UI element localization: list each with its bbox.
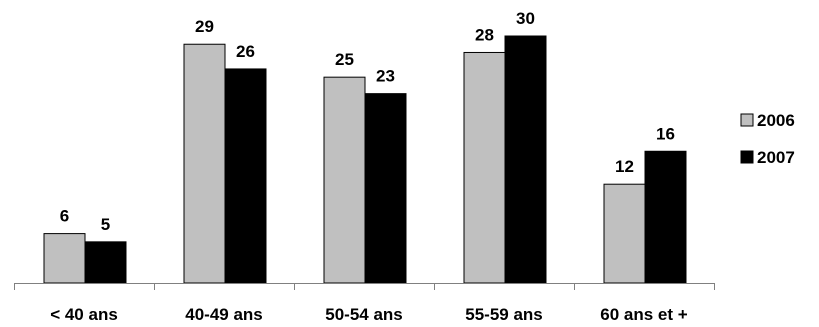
data-label-2007-2: 23 [376, 67, 395, 86]
legend-label-2007: 2007 [757, 148, 795, 167]
x-tick-label: < 40 ans [50, 305, 118, 324]
legend: 2006 2007 [740, 111, 795, 167]
bar-2006-0 [43, 233, 86, 284]
legend-swatch-2007 [740, 150, 754, 164]
legend-label-2006: 2006 [757, 111, 795, 130]
x-tick-label: 55-59 ans [465, 305, 543, 324]
bar-2007-3 [504, 35, 547, 284]
bar-2006-3 [463, 51, 506, 284]
value-labels-layer: 6 5 29 26 25 23 28 30 12 16 [60, 9, 675, 234]
data-label-2006-4: 12 [615, 157, 634, 176]
legend-swatch-2006 [740, 113, 754, 127]
bar-2007-2 [364, 93, 407, 284]
data-label-2006-1: 29 [195, 17, 214, 36]
bar-2007-4 [644, 150, 687, 284]
x-tick-label: 40-49 ans [185, 305, 263, 324]
x-ticks-layer [14, 283, 715, 290]
bars-layer [43, 35, 687, 284]
data-label-2006-3: 28 [475, 25, 494, 44]
bar-2006-1 [183, 43, 226, 284]
data-label-2007-1: 26 [236, 42, 255, 61]
bar-2007-0 [84, 241, 127, 284]
data-label-2007-4: 16 [656, 124, 675, 143]
data-label-2007-3: 30 [516, 9, 535, 28]
data-label-2006-2: 25 [335, 50, 354, 69]
x-tick-label: 60 ans et + [600, 305, 687, 324]
bar-2007-1 [224, 68, 267, 284]
data-label-2007-0: 5 [101, 215, 110, 234]
bar-2006-4 [603, 183, 646, 284]
bar-2006-2 [323, 76, 366, 284]
data-label-2006-0: 6 [60, 207, 69, 226]
x-tick-labels-layer: < 40 ans 40-49 ans 50-54 ans 55-59 ans 60 an… [50, 305, 688, 324]
x-tick-label: 50-54 ans [325, 305, 403, 324]
